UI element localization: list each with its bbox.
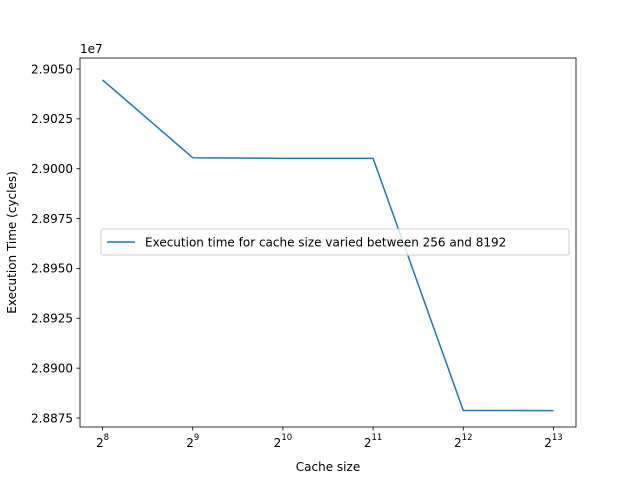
x-tick-base: 2 bbox=[364, 436, 372, 450]
axes-frame bbox=[79, 57, 577, 428]
legend-label: Execution time for cache size varied bet… bbox=[145, 236, 506, 250]
legend: Execution time for cache size varied bet… bbox=[100, 228, 570, 256]
x-tick-exponent: 9 bbox=[194, 433, 199, 443]
x-tick-label: 213 bbox=[544, 433, 562, 450]
y-tick-label: 2.9025 bbox=[31, 112, 73, 126]
plot-area bbox=[102, 79, 554, 412]
x-tick-exponent: 13 bbox=[552, 433, 563, 443]
x-tick-base: 2 bbox=[274, 436, 282, 450]
x-tick-exponent: 8 bbox=[104, 433, 109, 443]
x-tick-base: 2 bbox=[96, 436, 104, 450]
y-tick-label: 2.8975 bbox=[31, 212, 73, 226]
y-axis-label: Execution Time (cycles) bbox=[5, 171, 19, 314]
x-tick-exponent: 10 bbox=[281, 433, 292, 443]
x-tick-base: 2 bbox=[454, 436, 462, 450]
x-axis-label: Cache size bbox=[296, 460, 360, 474]
y-tick-label: 2.9000 bbox=[31, 162, 73, 176]
x-axis: 28 29 210 211 212 213 bbox=[96, 427, 563, 450]
series-line bbox=[102, 79, 554, 412]
x-tick-label: 210 bbox=[274, 433, 292, 450]
x-tick-exponent: 11 bbox=[371, 433, 382, 443]
y-tick-label: 2.8900 bbox=[31, 361, 73, 375]
x-tick-label: 212 bbox=[454, 433, 472, 450]
x-tick-exponent: 12 bbox=[462, 433, 473, 443]
y-tick-label: 2.8925 bbox=[31, 312, 73, 326]
y-offset-text: 1e7 bbox=[80, 42, 103, 56]
x-tick-base: 2 bbox=[186, 436, 194, 450]
x-tick-label: 28 bbox=[96, 433, 109, 450]
x-tick-label: 211 bbox=[364, 433, 382, 450]
y-tick-label: 2.9050 bbox=[31, 62, 73, 76]
y-axis: 2.8875 2.8900 2.8925 2.8950 2.8975 2.9000 2.90… bbox=[31, 62, 80, 425]
y-tick-label: 2.8875 bbox=[31, 411, 73, 425]
x-tick-label: 29 bbox=[186, 433, 199, 450]
x-tick-base: 2 bbox=[544, 436, 552, 450]
y-tick-label: 2.8950 bbox=[31, 262, 73, 276]
legend-box bbox=[100, 228, 570, 256]
